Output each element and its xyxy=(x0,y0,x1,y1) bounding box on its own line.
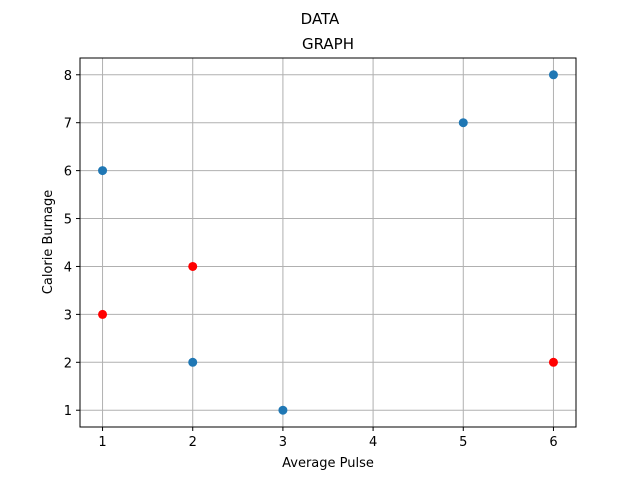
figure-suptitle: DATA xyxy=(301,10,340,28)
x-tick-label: 6 xyxy=(549,435,557,450)
data-point xyxy=(98,166,108,176)
y-tick-label: 2 xyxy=(64,356,72,371)
y-tick-label: 6 xyxy=(64,165,72,180)
x-tick-label: 3 xyxy=(279,435,287,450)
x-tick-label: 1 xyxy=(98,435,106,450)
plot-frame xyxy=(79,57,577,428)
y-tick-label: 3 xyxy=(64,308,72,323)
data-points xyxy=(98,70,558,415)
x-tick-label: 4 xyxy=(369,435,377,450)
y-axis-label: Calorie Burnage xyxy=(41,190,56,294)
x-tick-label: 2 xyxy=(189,435,197,450)
data-point xyxy=(188,261,198,271)
y-tick-label: 1 xyxy=(64,404,72,419)
y-tick-label: 7 xyxy=(64,117,72,132)
data-point xyxy=(548,357,558,367)
data-point xyxy=(458,118,468,128)
grid-lines xyxy=(80,58,576,427)
y-tick-label: 8 xyxy=(64,69,72,84)
axis-ticks: 1 2 3 4 5 6 1 2 3 4 5 6 7 8 xyxy=(64,69,558,450)
y-tick-label: 4 xyxy=(64,260,72,275)
data-point xyxy=(278,405,288,415)
x-axis-label: Average Pulse xyxy=(282,456,374,471)
data-point xyxy=(188,357,198,367)
y-tick-label: 5 xyxy=(64,213,72,228)
x-tick-label: 5 xyxy=(459,435,467,450)
data-point xyxy=(548,70,558,80)
chart-title: GRAPH xyxy=(302,35,354,53)
data-point xyxy=(98,309,108,319)
